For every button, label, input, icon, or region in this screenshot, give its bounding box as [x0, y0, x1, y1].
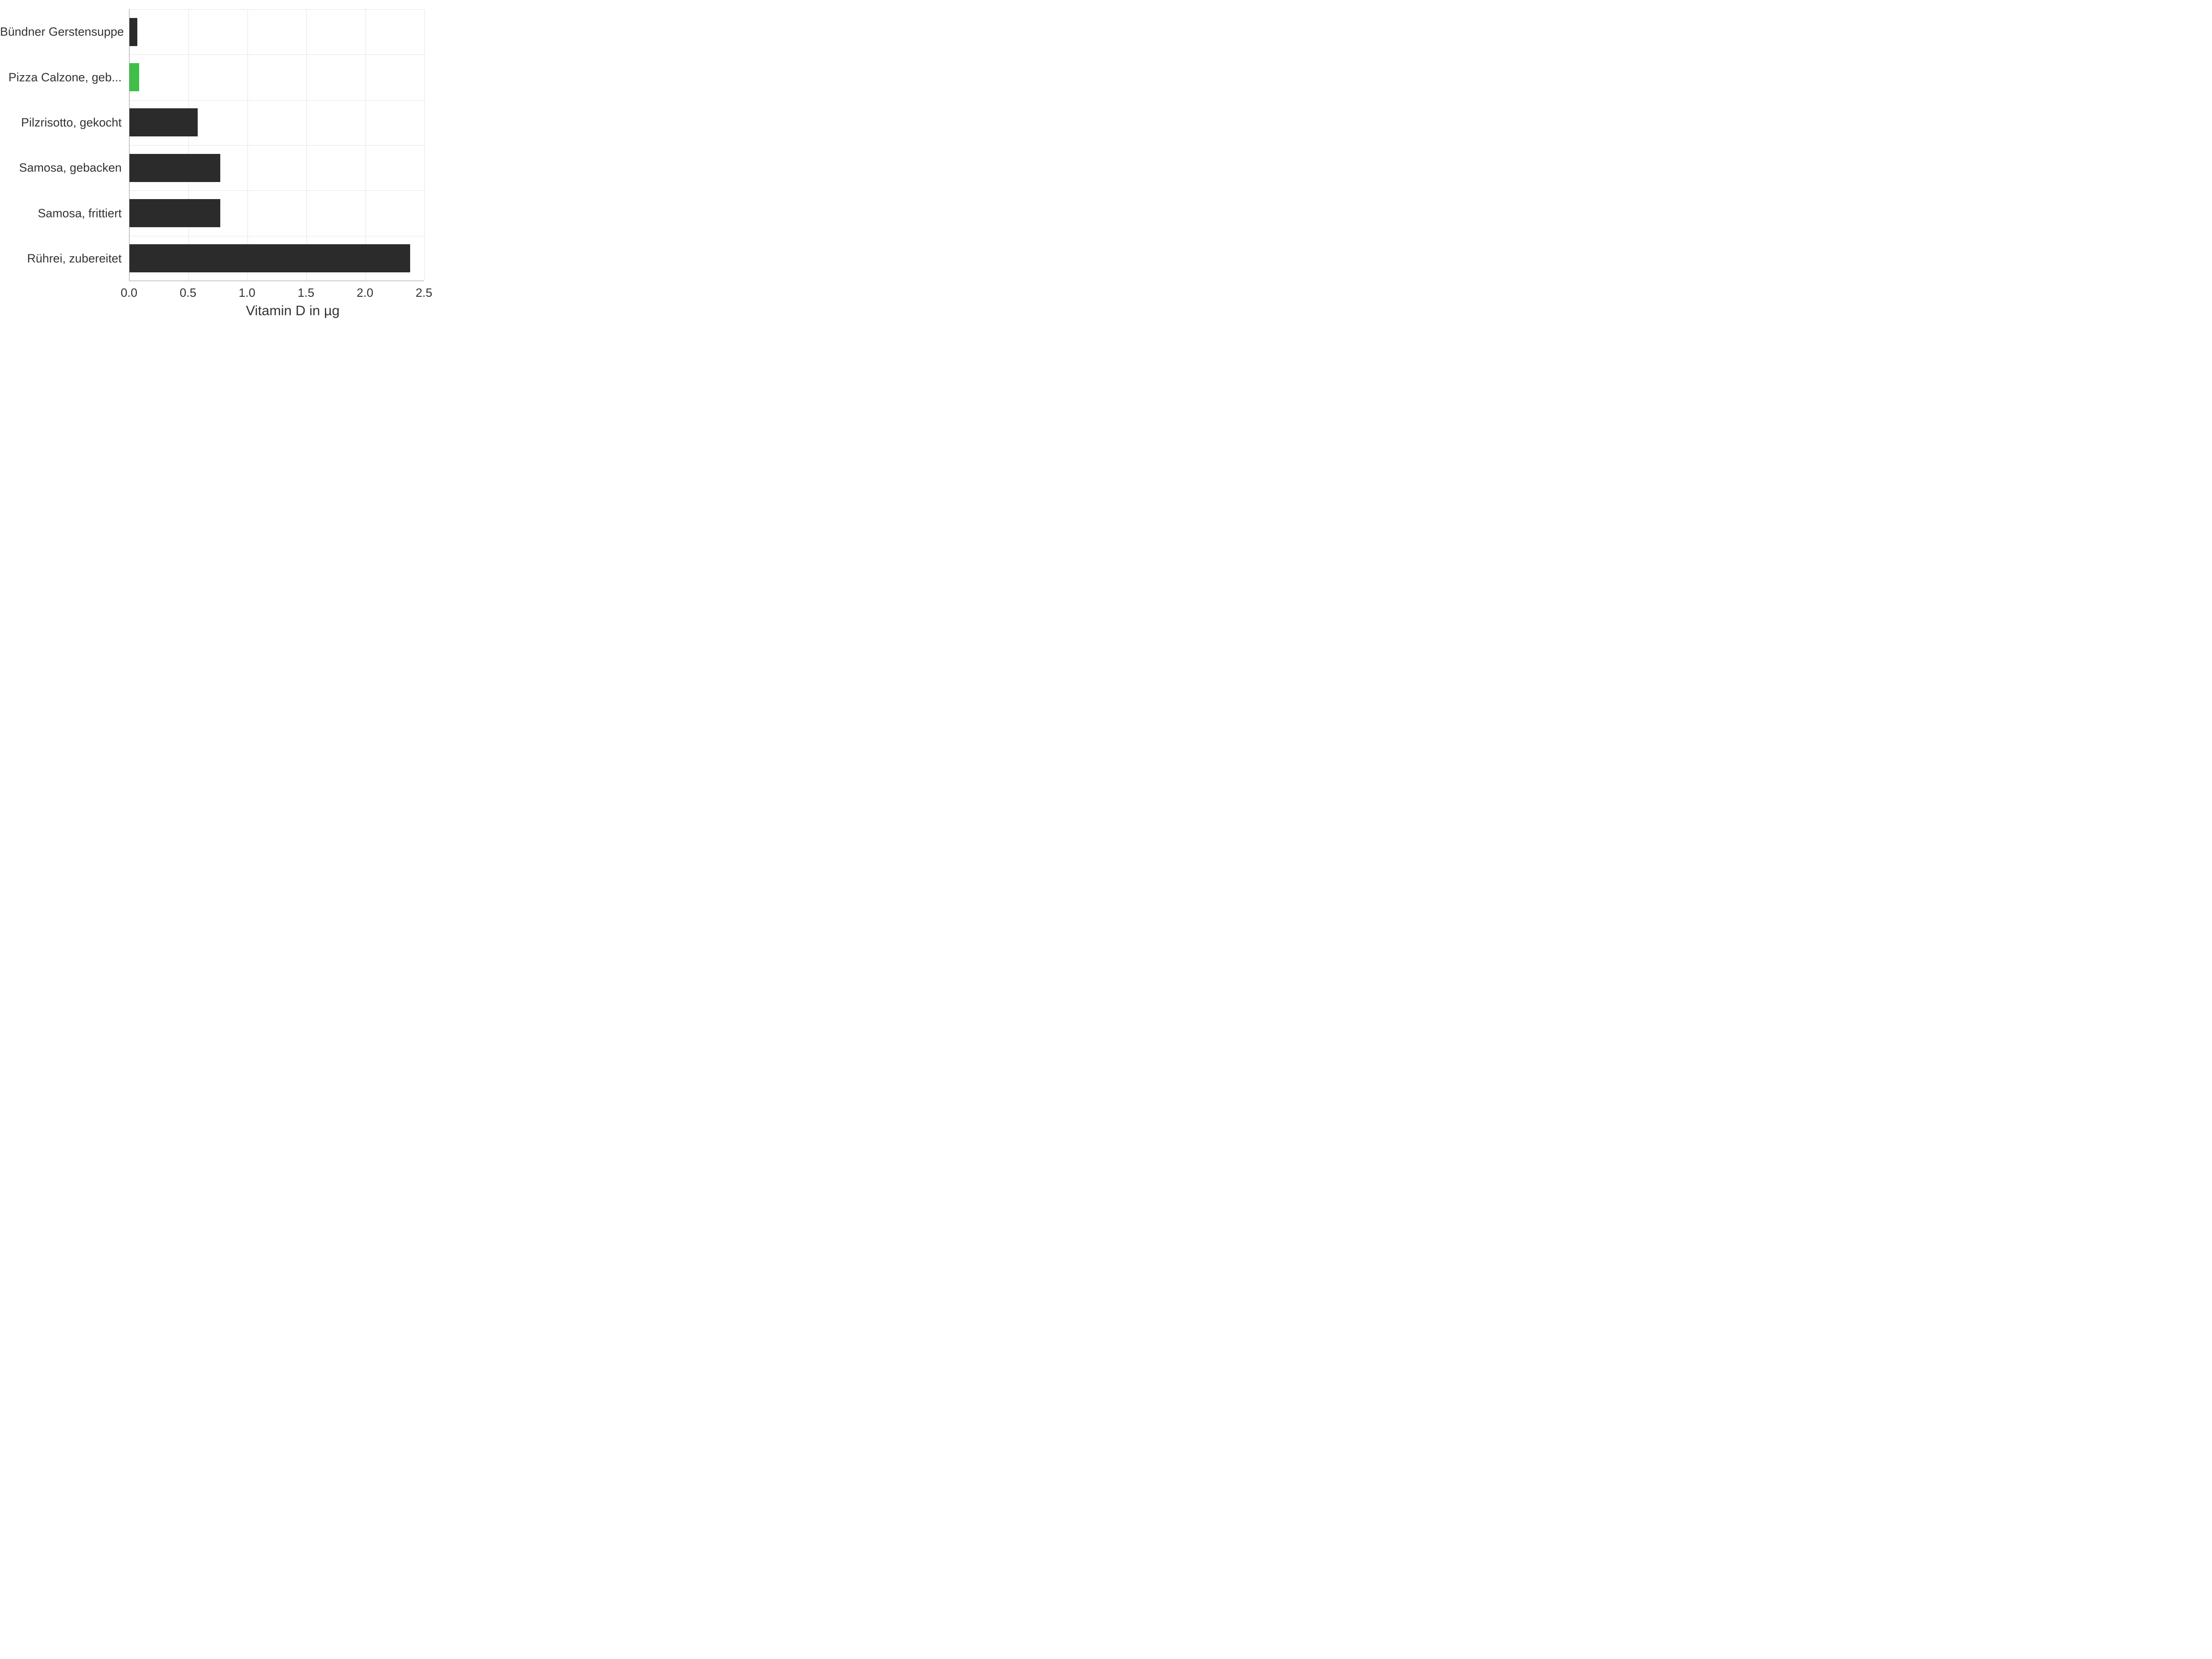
- gridline-vertical: [424, 9, 425, 281]
- x-tick-label: 2.0: [357, 286, 373, 300]
- gridline-horizontal: [129, 145, 424, 146]
- y-category-label: Samosa, gebacken: [0, 161, 122, 175]
- bar-chart: Vitamin D in µg 0.0 0.5 1.0 1.5 2.0 2.5 Bündne…: [0, 0, 442, 332]
- bar: [129, 154, 220, 182]
- x-tick-label: 2.5: [416, 286, 432, 300]
- gridline-horizontal: [129, 54, 424, 55]
- plot-area: [129, 9, 424, 281]
- bar: [129, 199, 220, 227]
- x-tick-label: 1.5: [298, 286, 314, 300]
- y-category-label: Pizza Calzone, geb...: [0, 70, 122, 84]
- gridline-horizontal: [129, 9, 424, 10]
- x-axis-title: Vitamin D in µg: [212, 303, 374, 319]
- bar: [129, 18, 137, 46]
- x-tick-label: 0.5: [180, 286, 196, 300]
- bar: [129, 244, 410, 272]
- y-category-label: Samosa, frittiert: [0, 206, 122, 220]
- bar: [129, 108, 198, 136]
- y-category-label: Rührei, zubereitet: [0, 251, 122, 265]
- y-category-label: Bündner Gerstensuppe: [0, 25, 122, 39]
- x-tick-label: 0.0: [121, 286, 137, 300]
- x-tick-label: 1.0: [239, 286, 255, 300]
- bar: [129, 63, 139, 91]
- y-category-label: Pilzrisotto, gekocht: [0, 115, 122, 129]
- gridline-horizontal: [129, 190, 424, 191]
